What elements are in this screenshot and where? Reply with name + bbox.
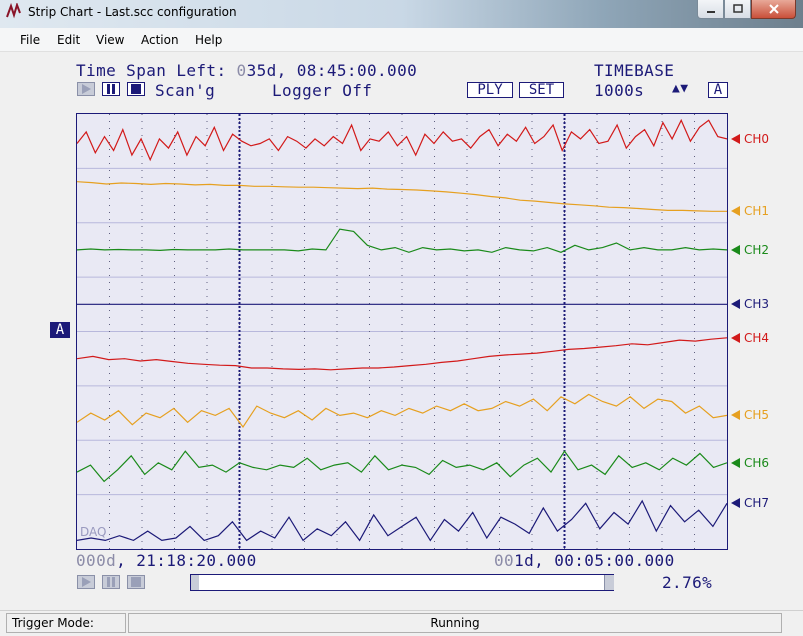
- channel-arrow-icon[interactable]: [731, 457, 740, 468]
- play-icon: [82, 577, 91, 587]
- series-line-ch2: [77, 228, 727, 253]
- run-state-status: Running: [128, 613, 782, 633]
- time-span-readout: Time Span Left: 035d, 08:45:00.000: [76, 61, 417, 80]
- start-time-dim: 000d: [76, 551, 117, 570]
- start-time: 000d, 21:18:20.000: [76, 551, 257, 570]
- end-time-value: 1d, 00:05:00.000: [514, 551, 675, 570]
- channel-label-ch1[interactable]: CH1: [744, 204, 770, 219]
- window-title: Strip Chart - Last.scc configuration: [28, 5, 237, 19]
- time-span-dim-digit: 0: [236, 61, 247, 80]
- maximize-icon: [732, 4, 743, 13]
- trigger-mode-status: Trigger Mode: None: [6, 613, 126, 636]
- channel-label-ch5[interactable]: CH5: [744, 408, 770, 423]
- timebase-value: 1000s: [594, 81, 645, 100]
- pause-icon: [107, 84, 115, 94]
- minimize-icon: [706, 11, 715, 13]
- playback-pause-button[interactable]: [102, 575, 120, 589]
- series-line-ch4: [77, 337, 727, 371]
- channel-label-ch4[interactable]: CH4: [744, 330, 770, 345]
- strip-chart-plot[interactable]: [76, 113, 728, 550]
- series-line-ch1: [77, 181, 727, 212]
- series-line-ch5: [77, 393, 727, 429]
- maximize-button[interactable]: [724, 0, 751, 19]
- scan-status: Scan'g: [155, 81, 216, 100]
- stop-icon: [131, 84, 141, 94]
- daq-watermark: DAQ: [80, 525, 107, 539]
- menu-edit[interactable]: Edit: [57, 33, 81, 47]
- channel-label-ch6[interactable]: CH6: [744, 455, 770, 470]
- end-time-dim: 00: [494, 551, 515, 570]
- cursor-marker-a[interactable]: A: [50, 322, 70, 338]
- channel-arrow-icon[interactable]: [731, 410, 740, 421]
- start-time-value: , 21:18:20.000: [116, 551, 257, 570]
- channel-label-ch3[interactable]: CH3: [744, 297, 770, 312]
- strip-chart-svg: [77, 114, 727, 549]
- channel-label-ch2[interactable]: CH2: [744, 242, 770, 257]
- menu-help[interactable]: Help: [195, 33, 223, 47]
- autoscale-button[interactable]: A: [708, 82, 728, 98]
- status-bar: Trigger Mode: None Running: [0, 610, 803, 636]
- end-time: 001d, 00:05:00.000: [494, 551, 675, 570]
- stop-icon: [131, 577, 141, 587]
- channel-arrow-icon[interactable]: [731, 299, 740, 310]
- logger-status: Logger Off: [272, 81, 373, 100]
- playback-stop-button[interactable]: [127, 575, 145, 589]
- ply-button[interactable]: PLY: [467, 82, 513, 98]
- channel-arrow-icon[interactable]: [731, 206, 740, 217]
- menu-bar: File Edit View Action Help: [0, 28, 803, 52]
- play-button[interactable]: [77, 82, 95, 96]
- menu-file[interactable]: File: [20, 33, 41, 47]
- menu-action[interactable]: Action: [141, 33, 179, 47]
- series-line-ch7: [77, 499, 727, 542]
- stop-button[interactable]: [127, 82, 145, 96]
- pause-button[interactable]: [102, 82, 120, 96]
- timebase-arrows-icon[interactable]: ▲▼: [672, 81, 689, 96]
- menu-view[interactable]: View: [96, 33, 125, 47]
- channel-arrow-icon[interactable]: [731, 133, 740, 144]
- playback-progress-track[interactable]: [190, 574, 614, 591]
- channel-arrow-icon[interactable]: [731, 332, 740, 343]
- channel-arrow-icon[interactable]: [731, 498, 740, 509]
- channel-arrow-icon[interactable]: [731, 244, 740, 255]
- playback-progress-fill: [191, 575, 199, 590]
- title-bar: Strip Chart - Last.scc configuration: [0, 0, 803, 28]
- series-line-ch6: [77, 450, 727, 483]
- time-span-label: Time Span Left:: [76, 61, 237, 80]
- close-button[interactable]: [751, 0, 796, 19]
- set-button[interactable]: SET: [519, 82, 564, 98]
- channel-label-ch7[interactable]: CH7: [744, 496, 770, 511]
- timebase-label: TIMEBASE: [594, 61, 675, 80]
- pause-icon: [107, 577, 115, 587]
- time-span-value: 35d, 08:45:00.000: [246, 61, 418, 80]
- progress-percent: 2.76%: [662, 573, 713, 592]
- channel-label-ch0[interactable]: CH0: [744, 131, 770, 146]
- playback-play-button[interactable]: [77, 575, 95, 589]
- playback-progress-handle[interactable]: [604, 575, 614, 590]
- play-icon: [82, 84, 91, 94]
- minimize-button[interactable]: [697, 0, 724, 19]
- close-icon: [768, 4, 779, 14]
- series-line-ch0: [77, 118, 727, 162]
- app-logo-icon: [6, 3, 21, 19]
